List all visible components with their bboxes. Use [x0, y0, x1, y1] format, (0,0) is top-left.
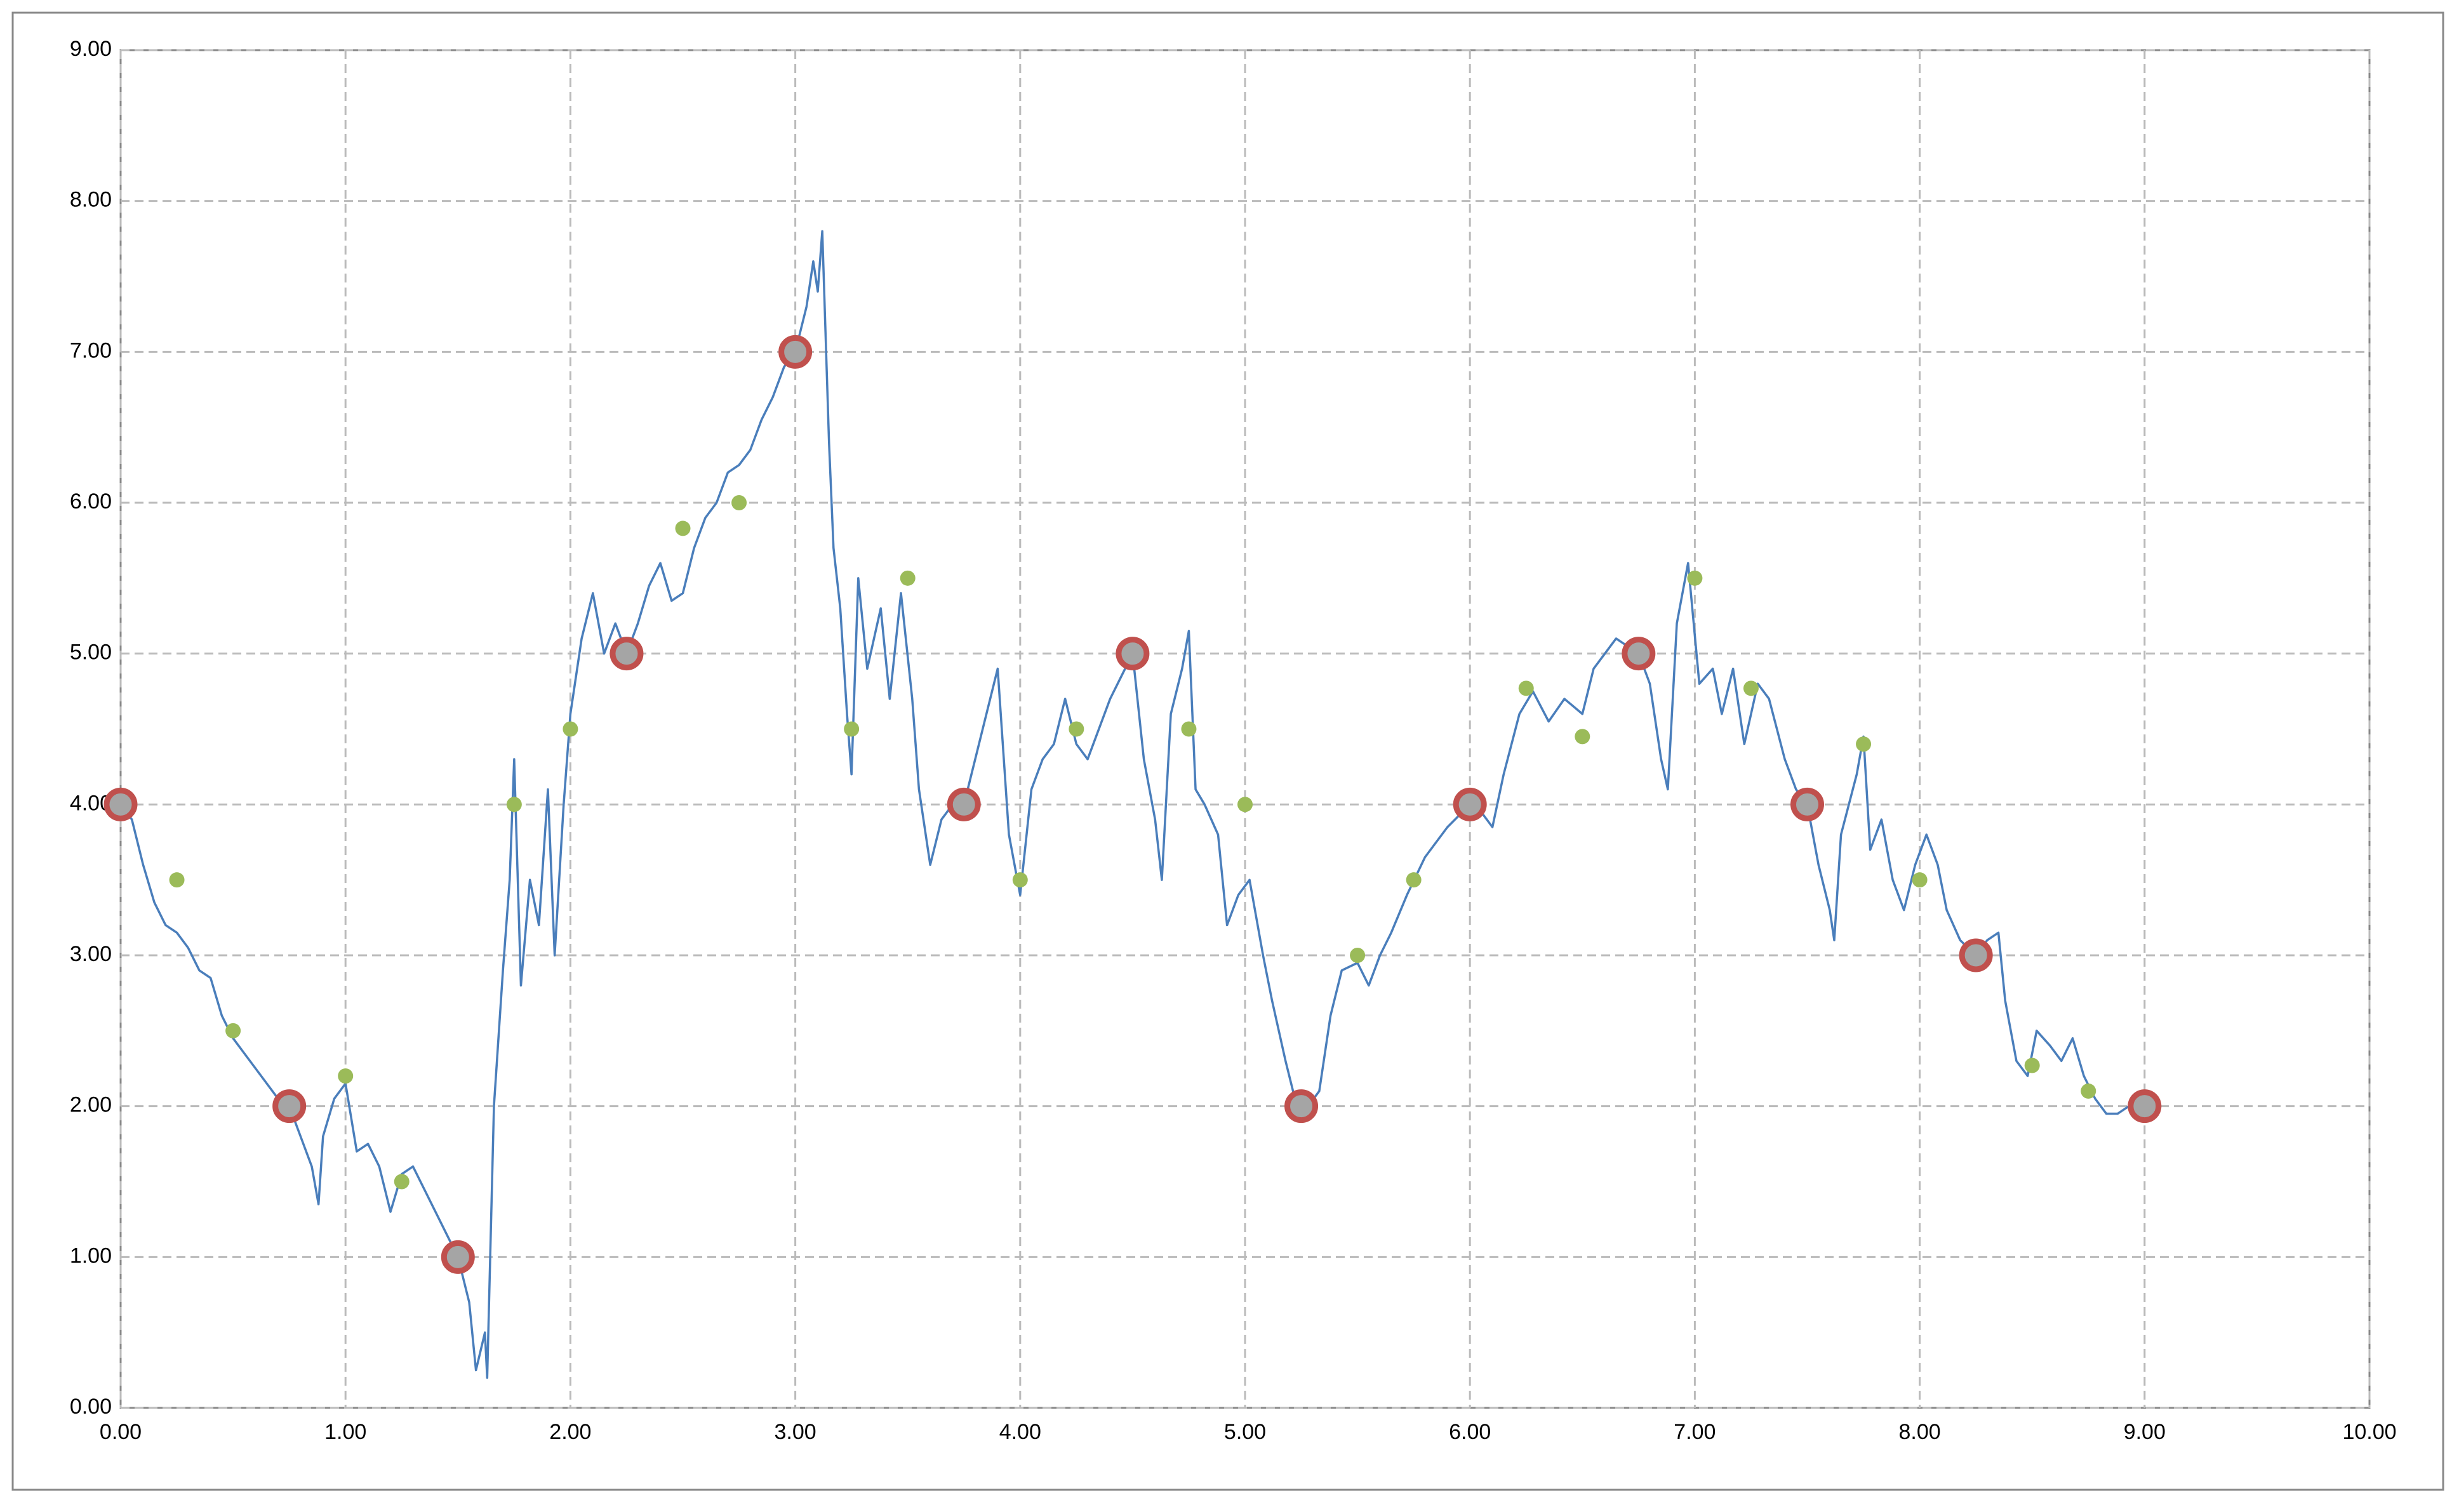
dot-marker	[1575, 729, 1590, 745]
x-tick-label: 3.00	[775, 1420, 816, 1444]
dot-marker	[2024, 1058, 2040, 1073]
dot-marker	[1350, 948, 1366, 963]
x-tick-label: 0.00	[100, 1420, 142, 1444]
y-tick-label: 7.00	[70, 338, 112, 362]
dot-marker	[1069, 721, 1084, 737]
y-tick-label: 6.00	[70, 489, 112, 514]
ring-marker	[441, 1240, 475, 1274]
ring-marker	[103, 787, 138, 821]
dot-marker	[1406, 872, 1422, 888]
dot-marker	[731, 495, 747, 510]
dot-marker	[1181, 721, 1197, 737]
ring-marker	[610, 637, 644, 671]
dot-marker	[563, 721, 578, 737]
ring-marker	[1284, 1089, 1319, 1124]
y-tick-label: 1.00	[70, 1243, 112, 1268]
x-tick-label: 4.00	[999, 1420, 1041, 1444]
dot-marker	[338, 1068, 354, 1084]
dot-marker	[1687, 570, 1703, 586]
x-tick-label: 8.00	[1899, 1420, 1941, 1444]
dot-marker	[1912, 872, 1928, 888]
y-tick-label: 9.00	[70, 37, 112, 61]
y-tick-label: 2.00	[70, 1093, 112, 1117]
x-tick-label: 7.00	[1674, 1420, 1716, 1444]
dot-marker	[2081, 1083, 2096, 1099]
dot-marker	[900, 570, 916, 586]
ring-marker	[2128, 1089, 2162, 1124]
ring-marker	[272, 1089, 307, 1124]
ring-marker	[1790, 787, 1824, 821]
x-tick-label: 10.00	[2342, 1420, 2396, 1444]
dot-marker	[1237, 797, 1253, 812]
x-tick-label: 5.00	[1224, 1420, 1266, 1444]
x-tick-label: 2.00	[549, 1420, 591, 1444]
x-tick-label: 9.00	[2124, 1420, 2166, 1444]
dot-marker	[1518, 680, 1534, 696]
ring-marker	[1116, 637, 1150, 671]
dot-marker	[506, 797, 522, 812]
ring-marker	[1453, 787, 1487, 821]
y-tick-label: 5.00	[70, 640, 112, 665]
x-tick-label: 1.00	[324, 1420, 366, 1444]
dot-marker	[1856, 736, 1872, 752]
y-tick-label: 0.00	[70, 1395, 112, 1419]
y-tick-label: 8.00	[70, 188, 112, 212]
ring-marker	[1622, 637, 1656, 671]
x-tick-label: 6.00	[1449, 1420, 1491, 1444]
dot-marker	[225, 1023, 241, 1038]
dot-marker	[1743, 680, 1759, 696]
ring-marker	[947, 787, 981, 821]
dot-marker	[844, 721, 860, 737]
dot-marker	[169, 872, 185, 888]
dot-marker	[1012, 872, 1028, 888]
ring-marker	[1959, 938, 1993, 972]
y-tick-label: 3.00	[70, 942, 112, 966]
ring-marker	[778, 335, 813, 369]
dot-marker	[675, 521, 691, 536]
dot-marker	[394, 1174, 410, 1190]
